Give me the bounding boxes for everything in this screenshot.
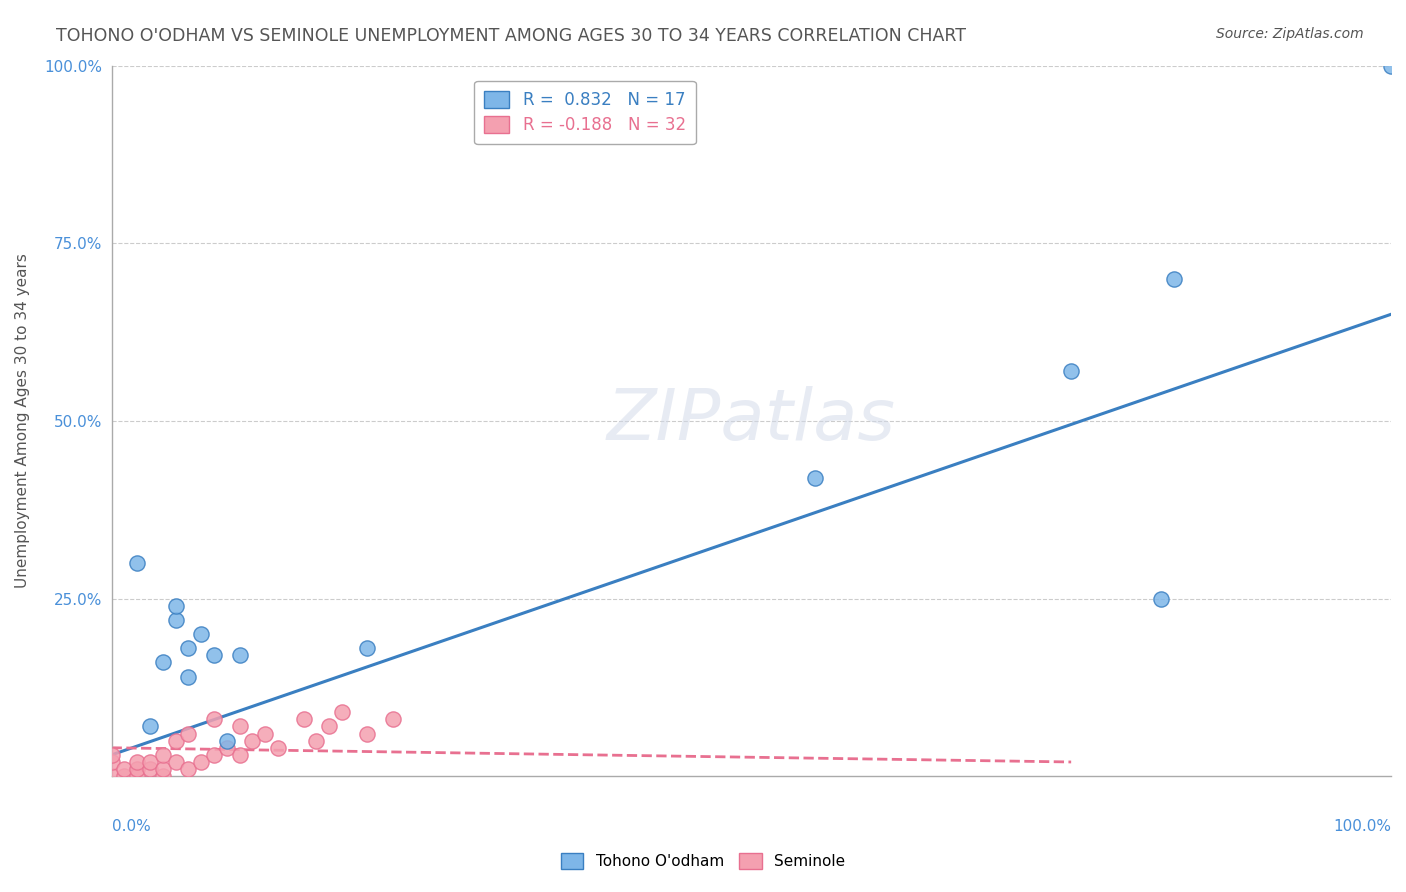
Point [240,733,263,747]
Point [177,641,200,656]
Point [177,670,200,684]
Point [100,769,122,783]
Point [100,755,122,769]
Point [190,755,212,769]
Point [305,733,328,747]
Point [165,733,187,747]
Point [292,712,315,726]
Y-axis label: Unemployment Among Ages 30 to 34 years: Unemployment Among Ages 30 to 34 years [15,253,30,589]
Point [152,769,174,783]
Point [165,599,187,613]
Point [100,747,122,762]
Point [202,747,225,762]
Point [152,747,174,762]
Point [165,755,187,769]
Point [804,471,827,485]
Point [202,712,225,726]
Legend: Tohono O'odham, Seminole: Tohono O'odham, Seminole [554,847,852,875]
Point [139,755,162,769]
Text: 0.0%: 0.0% [111,819,150,834]
Point [318,719,340,733]
Point [127,755,149,769]
Point [1379,59,1402,73]
Point [112,769,135,783]
Point [215,733,238,747]
Point [202,648,225,663]
Point [1150,591,1173,606]
Text: Source: ZipAtlas.com: Source: ZipAtlas.com [1216,27,1364,41]
Point [139,762,162,776]
Point [177,726,200,740]
Point [382,712,405,726]
Point [330,705,353,719]
Point [1163,272,1185,286]
Point [228,648,250,663]
Point [152,656,174,670]
Legend: R =  0.832   N = 17, R = -0.188   N = 32: R = 0.832 N = 17, R = -0.188 N = 32 [474,81,696,144]
Point [165,613,187,627]
Point [215,740,238,755]
Text: TOHONO O'ODHAM VS SEMINOLE UNEMPLOYMENT AMONG AGES 30 TO 34 YEARS CORRELATION CH: TOHONO O'ODHAM VS SEMINOLE UNEMPLOYMENT … [56,27,966,45]
Point [127,769,149,783]
Point [356,641,378,656]
Point [139,719,162,733]
Point [152,762,174,776]
Point [177,762,200,776]
Point [112,762,135,776]
Text: 100.0%: 100.0% [1333,819,1391,834]
Text: ZIPatlas: ZIPatlas [607,386,896,456]
Point [127,556,149,570]
Point [1060,364,1083,378]
Point [127,762,149,776]
Point [356,726,378,740]
Point [228,719,250,733]
Point [228,747,250,762]
Point [190,627,212,641]
Point [267,740,290,755]
Point [254,726,277,740]
